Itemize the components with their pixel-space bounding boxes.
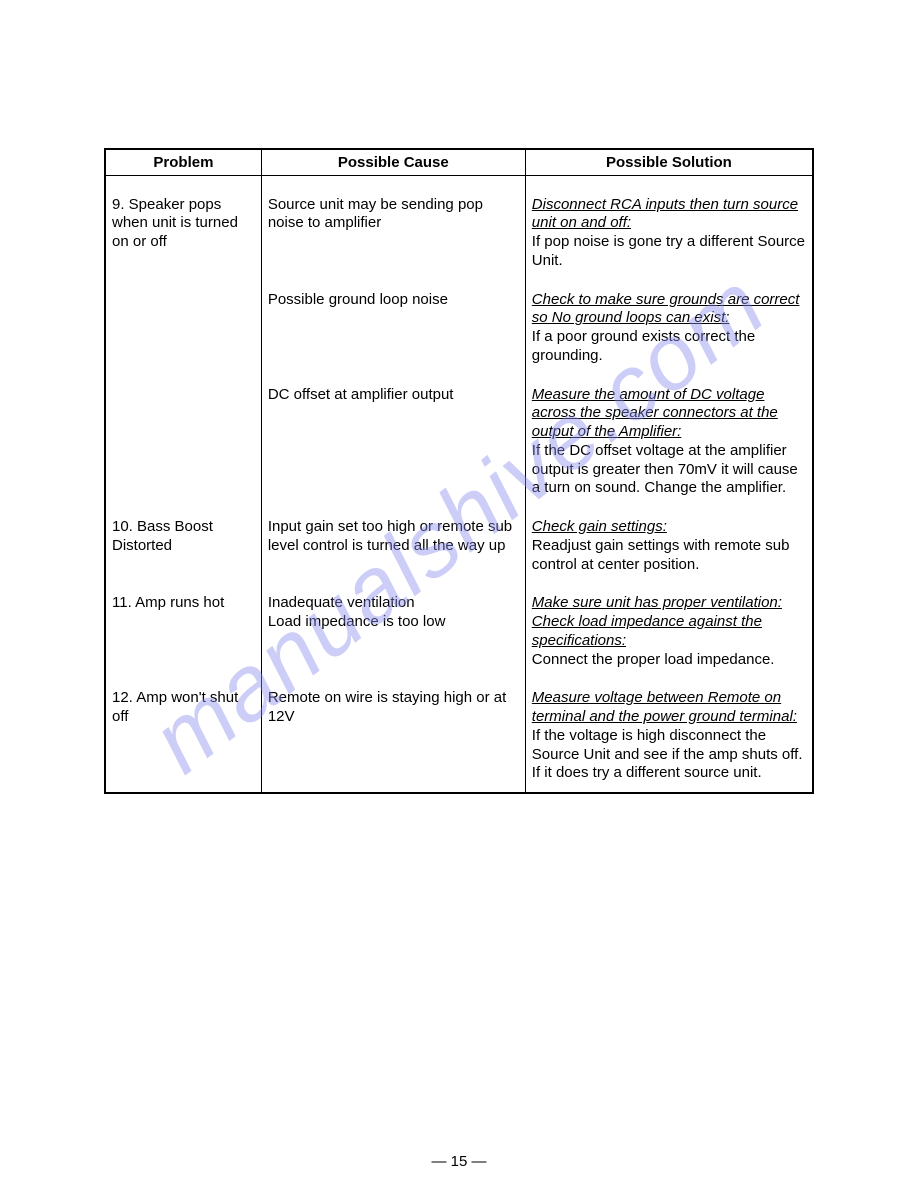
cell-cause: Input gain set too high or remote sub le… [261,518,525,574]
cell-solution: Check to make sure grounds are correct s… [525,291,813,366]
table-row: Load impedance is too low Check load imp… [105,613,813,669]
cell-solution: Measure voltage between Remote on termin… [525,689,813,783]
table-row: DC offset at amplifier output Measure th… [105,386,813,499]
cell-problem: 10. Bass Boost Distorted [105,518,261,574]
cell-solution: Measure the amount of DC voltage across … [525,386,813,499]
solution-action: Measure voltage between Remote on termin… [532,689,797,725]
solution-detail: If pop noise is gone try a different Sou… [532,233,805,269]
cell-problem [105,613,261,669]
cell-cause: Load impedance is too low [261,613,525,669]
header-solution: Possible Solution [525,149,813,176]
cell-cause: Remote on wire is staying high or at 12V [261,689,525,783]
cell-solution: Check gain settings: Readjust gain setti… [525,518,813,574]
spacer-row [105,669,813,689]
solution-action: Measure the amount of DC voltage across … [532,386,778,441]
table-row: 12. Amp won't shut off Remote on wire is… [105,689,813,783]
cell-problem: 12. Amp won't shut off [105,689,261,783]
solution-action: Check load impedance against the specifi… [532,613,762,649]
cell-problem [105,386,261,499]
solution-detail: Readjust gain settings with remote sub c… [532,537,790,573]
cell-cause: Source unit may be sending pop noise to … [261,196,525,271]
table-row: 9. Speaker pops when unit is turned on o… [105,196,813,271]
cell-problem [105,291,261,366]
solution-action: Disconnect RCA inputs then turn source u… [532,196,798,232]
header-cause: Possible Cause [261,149,525,176]
solution-detail: If the voltage is high disconnect the So… [532,727,803,782]
table-row: 10. Bass Boost Distorted Input gain set … [105,518,813,574]
table-row: 11. Amp runs hot Inadequate ventilation … [105,594,813,613]
page-number-value: 15 [451,1153,468,1170]
cell-solution: Make sure unit has proper ventilation: [525,594,813,613]
troubleshoot-table: Problem Possible Cause Possible Solution… [104,148,814,794]
table-header-row: Problem Possible Cause Possible Solution [105,149,813,176]
cell-cause: Inadequate ventilation [261,594,525,613]
spacer-row [105,498,813,518]
spacer-row [105,366,813,386]
cell-solution: Disconnect RCA inputs then turn source u… [525,196,813,271]
cell-solution: Check load impedance against the specifi… [525,613,813,669]
spacer-row [105,783,813,793]
solution-detail: Connect the proper load impedance. [532,651,775,668]
cell-problem: 11. Amp runs hot [105,594,261,613]
table-row: Possible ground loop noise Check to make… [105,291,813,366]
header-problem: Problem [105,149,261,176]
cell-cause: DC offset at amplifier output [261,386,525,499]
solution-action: Make sure unit has proper ventilation: [532,594,782,611]
document-page: manualshive.com Problem Possible Cause P… [0,0,918,1188]
page-number: — 15 — [0,1153,918,1170]
spacer-row [105,271,813,291]
solution-detail: If a poor ground exists correct the grou… [532,328,755,364]
spacer-row [105,176,813,196]
spacer-row [105,574,813,594]
cell-cause: Possible ground loop noise [261,291,525,366]
solution-detail: If the DC offset voltage at the amplifie… [532,442,798,497]
cell-problem: 9. Speaker pops when unit is turned on o… [105,196,261,271]
solution-action: Check to make sure grounds are correct s… [532,291,800,327]
solution-action: Check gain settings: [532,518,667,535]
